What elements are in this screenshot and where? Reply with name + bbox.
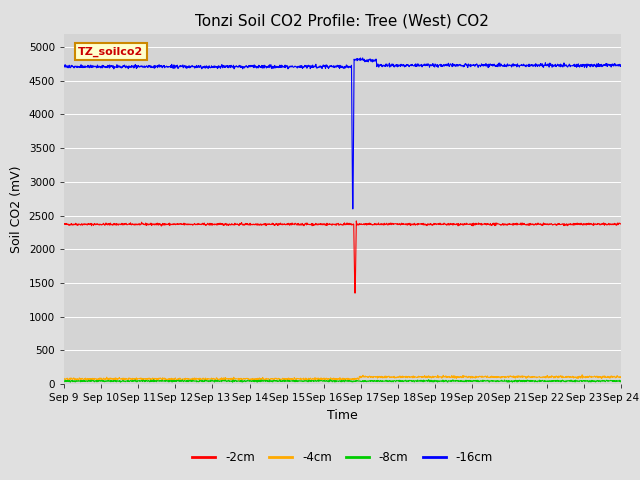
Text: TZ_soilco2: TZ_soilco2: [78, 47, 143, 57]
Y-axis label: Soil CO2 (mV): Soil CO2 (mV): [10, 165, 23, 252]
Title: Tonzi Soil CO2 Profile: Tree (West) CO2: Tonzi Soil CO2 Profile: Tree (West) CO2: [195, 13, 490, 28]
Legend: -2cm, -4cm, -8cm, -16cm: -2cm, -4cm, -8cm, -16cm: [187, 446, 498, 468]
X-axis label: Time: Time: [327, 408, 358, 421]
